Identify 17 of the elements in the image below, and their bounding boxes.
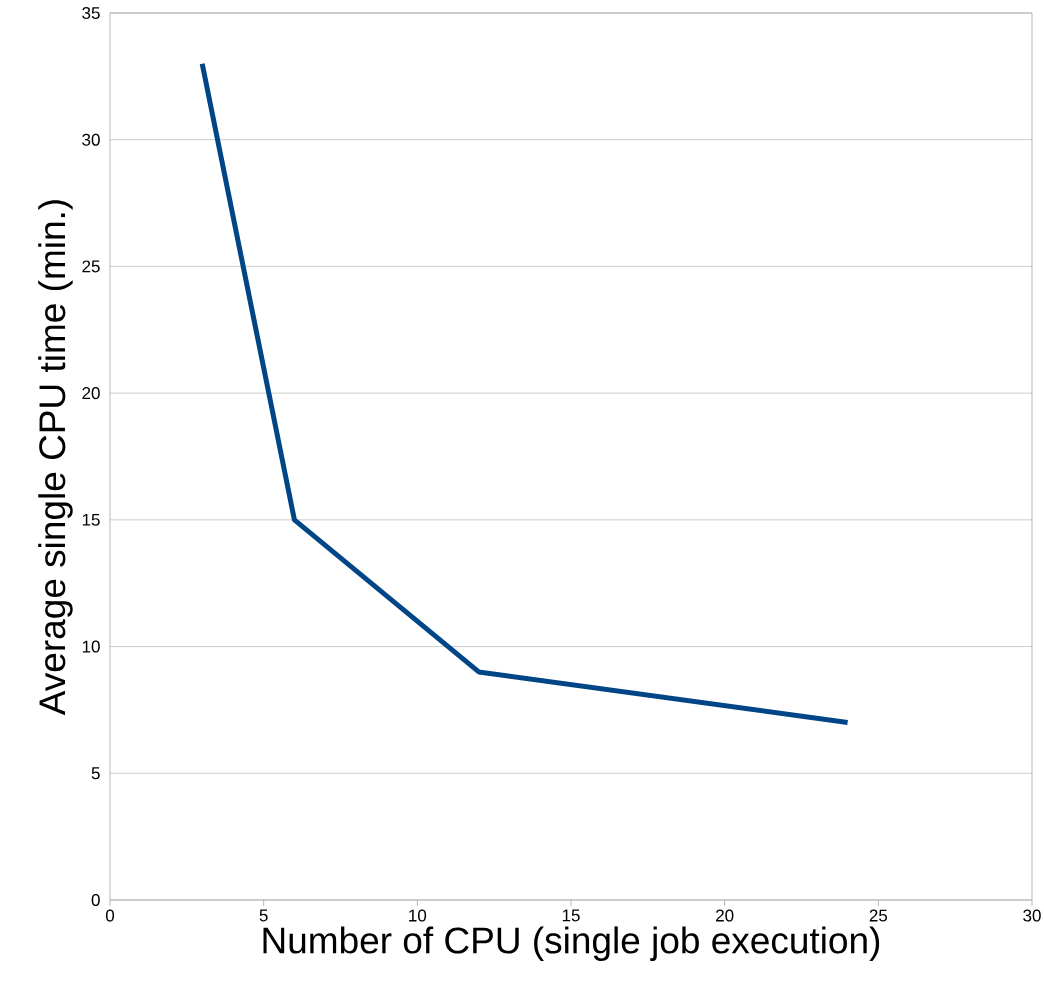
y-tick-label: 0 (91, 893, 100, 907)
y-axis-title: Average single CPU time (min.) (38, 200, 73, 716)
x-tick-label: 10 (409, 909, 427, 922)
y-tick-label: 10 (82, 640, 100, 653)
y-tick-label: 5 (91, 767, 100, 780)
y-tick-label: 35 (82, 6, 100, 20)
y-tick-label: 25 (82, 260, 100, 273)
x-axis-title: Number of CPU (single job execution) (263, 926, 880, 961)
y-tick-label: 15 (82, 513, 100, 526)
x-tick-label: 30 (1023, 909, 1041, 922)
y-tick-label: 30 (82, 133, 100, 146)
x-tick-label: 15 (562, 909, 580, 922)
x-tick-label: 20 (716, 909, 734, 922)
x-tick-label: 5 (259, 909, 268, 922)
y-tick-label: 20 (82, 387, 100, 400)
x-tick-label: 25 (869, 909, 888, 922)
x-tick-label: 0 (105, 909, 115, 922)
